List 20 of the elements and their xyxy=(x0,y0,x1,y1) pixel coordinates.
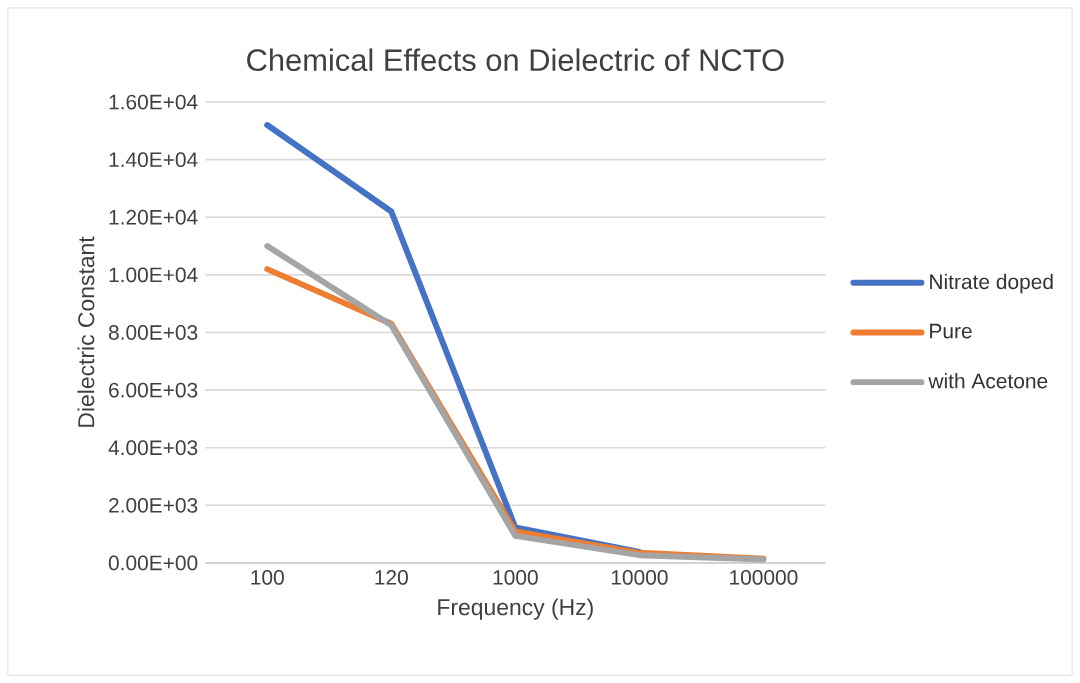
legend-label: with Acetone xyxy=(928,373,1048,389)
y-tick-label: 6.00E+03 xyxy=(109,382,198,398)
y-tick-label: 0.00E+00 xyxy=(108,555,198,571)
y-tick-label: 8.00E+03 xyxy=(108,325,198,340)
y-tick-label: 1.00E+04 xyxy=(109,267,198,283)
y-tick-label: 1.40E+04 xyxy=(109,152,198,167)
legend-label: Nitrate doped xyxy=(930,273,1053,294)
y-tick-label: 4.00E+03 xyxy=(108,440,198,456)
x-tick-label: 100000 xyxy=(730,569,798,585)
x-tick-label: 120 xyxy=(375,569,408,585)
legend-label: Pure xyxy=(930,323,972,339)
x-axis-title: Frequency (Hz) xyxy=(438,598,593,620)
y-axis-title: Dielectric Constant xyxy=(77,236,95,427)
x-tick-label: 1000 xyxy=(493,569,538,585)
x-tick-label: 10000 xyxy=(611,569,668,585)
x-tick-label: 100 xyxy=(251,569,284,585)
chart-title: Chemical Effects on Dielectric of NCTO xyxy=(247,48,784,72)
y-tick-label: 2.00E+03 xyxy=(109,497,198,513)
y-tick-label: 1.60E+04 xyxy=(109,94,198,110)
y-tick-label: 1.20E+04 xyxy=(109,209,198,225)
